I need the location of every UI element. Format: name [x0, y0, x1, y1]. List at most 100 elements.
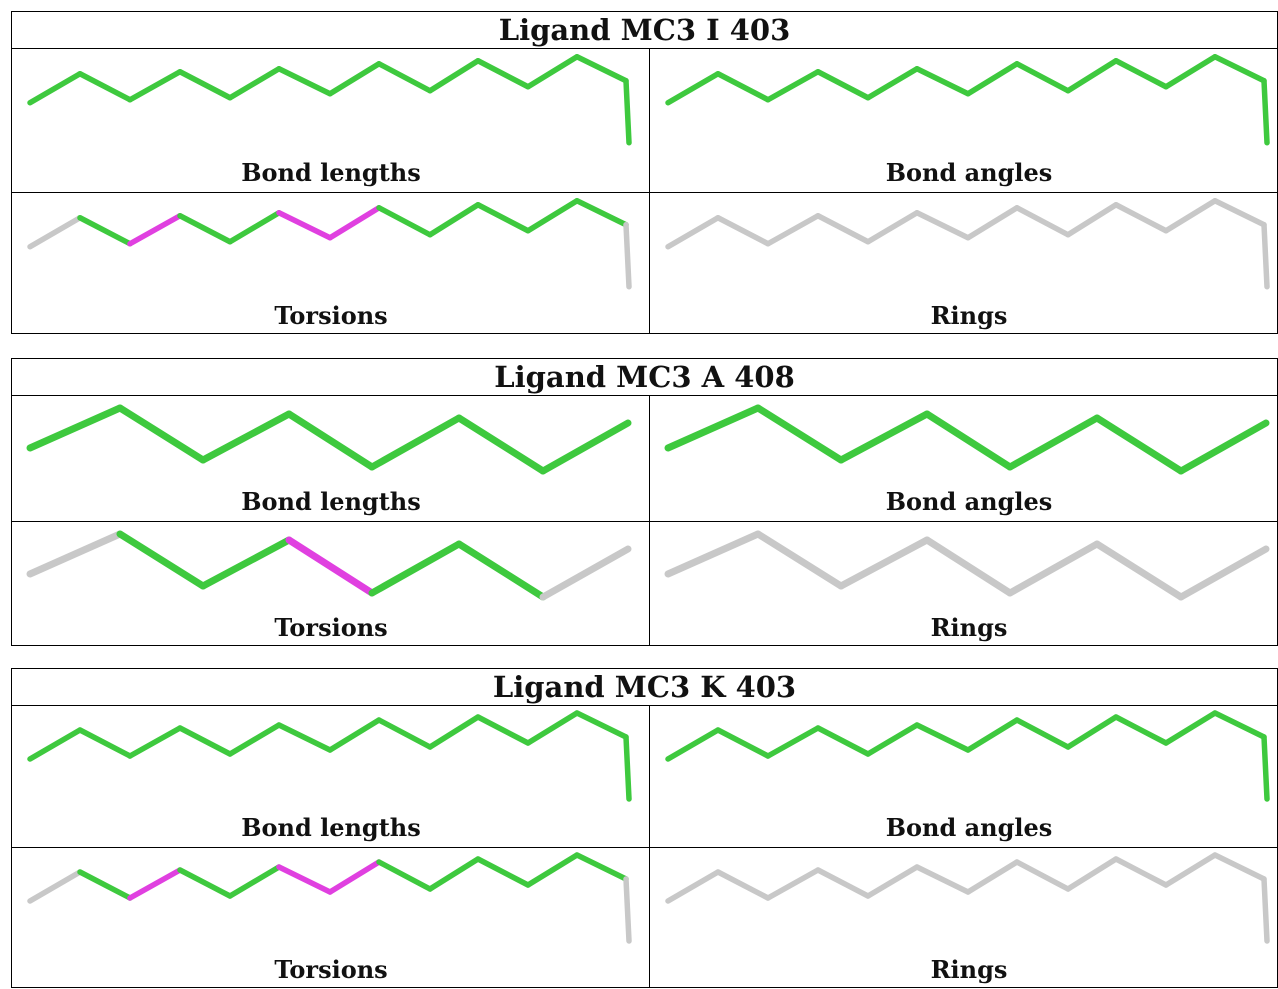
bond-pass	[665, 727, 721, 762]
molecule-diagram	[27, 197, 632, 289]
bond-outlier	[127, 212, 183, 246]
bond-pass	[765, 725, 821, 759]
bond-pass	[715, 71, 771, 103]
row-divider	[12, 191, 1277, 193]
bond-neutral	[1014, 859, 1071, 892]
bond-neutral	[765, 212, 821, 246]
bond-pass	[574, 852, 629, 882]
bond-pass	[1261, 734, 1270, 802]
panel-bond-lengths: Bond lengths	[12, 48, 650, 192]
bond-pass	[368, 414, 463, 471]
bond-pass	[26, 404, 124, 452]
bond-pass	[276, 722, 333, 753]
bond-neutral	[1065, 856, 1119, 892]
bond-pass	[177, 867, 233, 899]
bond-neutral	[665, 214, 721, 249]
panel-bond-angles: Bond angles	[650, 395, 1278, 521]
bond-pass	[965, 61, 1020, 97]
molecule-diagram	[665, 710, 1270, 802]
panel-label: Rings	[930, 301, 1008, 330]
ligand-title: Ligand MC3 A 408	[12, 359, 1277, 396]
ligand-block: Ligand MC3 K 403 Bond lengths Bond angles T…	[11, 668, 1278, 988]
bond-pass	[815, 69, 871, 101]
bond-pass	[327, 61, 382, 97]
bond-pass	[914, 722, 971, 753]
bond-pass	[715, 727, 771, 759]
bond-pass	[574, 197, 629, 227]
bond-neutral	[1113, 856, 1169, 888]
bond-outlier	[276, 209, 333, 240]
bond-pass	[177, 69, 233, 101]
panel-rings: Rings	[650, 521, 1278, 647]
bond-neutral	[754, 530, 845, 590]
bond-outlier	[276, 864, 333, 895]
bond-neutral	[923, 536, 1014, 597]
bond-neutral	[1014, 204, 1071, 237]
bond-pass	[376, 61, 433, 94]
panel-label: Torsions	[274, 613, 388, 642]
bond-pass	[1261, 78, 1270, 146]
bond-pass	[1163, 54, 1218, 90]
bond-pass	[623, 78, 632, 146]
bond-pass	[227, 864, 282, 899]
bond-neutral	[1006, 540, 1101, 597]
bond-pass	[539, 419, 632, 475]
bond-pass	[77, 727, 133, 759]
bond-pass	[285, 410, 376, 471]
bond-pass	[199, 410, 293, 464]
bond-pass	[116, 530, 207, 590]
bond-neutral	[27, 869, 83, 904]
bond-neutral	[1261, 876, 1270, 944]
bond-outlier	[327, 204, 382, 240]
bond-pass	[77, 71, 133, 103]
bond-pass	[664, 404, 762, 452]
bond-pass	[455, 540, 547, 601]
bond-pass	[27, 727, 83, 762]
bond-pass	[475, 201, 531, 233]
bond-pass	[1014, 61, 1071, 94]
bond-pass	[427, 856, 481, 892]
row-divider	[12, 521, 1277, 522]
molecule-diagram	[664, 404, 1270, 475]
bond-pass	[227, 66, 282, 101]
panel-bond-lengths: Bond lengths	[12, 395, 650, 521]
bond-pass	[1093, 414, 1185, 475]
column-divider	[649, 395, 650, 645]
panel-rings: Rings	[650, 847, 1278, 989]
bond-pass	[475, 856, 531, 888]
bond-pass	[455, 414, 547, 475]
panel-label: Bond angles	[885, 157, 1053, 187]
bond-pass	[623, 734, 632, 802]
bond-neutral	[715, 869, 771, 901]
bond-pass	[965, 717, 1020, 753]
bond-neutral	[664, 530, 762, 578]
panel-bond-angles: Bond angles	[650, 705, 1278, 847]
bond-neutral	[965, 859, 1020, 895]
bond-pass	[525, 54, 580, 90]
bond-neutral	[623, 221, 632, 289]
bond-pass	[865, 66, 920, 101]
bond-neutral	[1163, 197, 1218, 233]
bond-pass	[376, 204, 433, 237]
molecule-diagram	[665, 197, 1270, 289]
panel-label: Bond lengths	[241, 487, 421, 516]
ligand-title: Ligand MC3 K 403	[12, 669, 1277, 706]
molecule-diagram	[665, 54, 1270, 146]
bond-neutral	[914, 209, 971, 240]
panel-torsions: Torsions	[12, 847, 650, 989]
bond-neutral	[1212, 197, 1267, 227]
bond-outlier	[285, 536, 376, 597]
bond-pass	[574, 54, 629, 84]
bond-neutral	[1261, 221, 1270, 289]
bond-neutral	[837, 536, 931, 590]
bond-neutral	[1163, 852, 1218, 888]
bond-neutral	[623, 876, 632, 944]
bond-pass	[427, 201, 481, 237]
bond-pass	[923, 410, 1014, 471]
molecule-diagram	[27, 852, 632, 944]
bond-neutral	[1113, 201, 1169, 233]
bond-pass	[765, 69, 821, 103]
bond-neutral	[715, 214, 771, 246]
bond-neutral	[815, 867, 871, 899]
bond-neutral	[865, 864, 920, 899]
